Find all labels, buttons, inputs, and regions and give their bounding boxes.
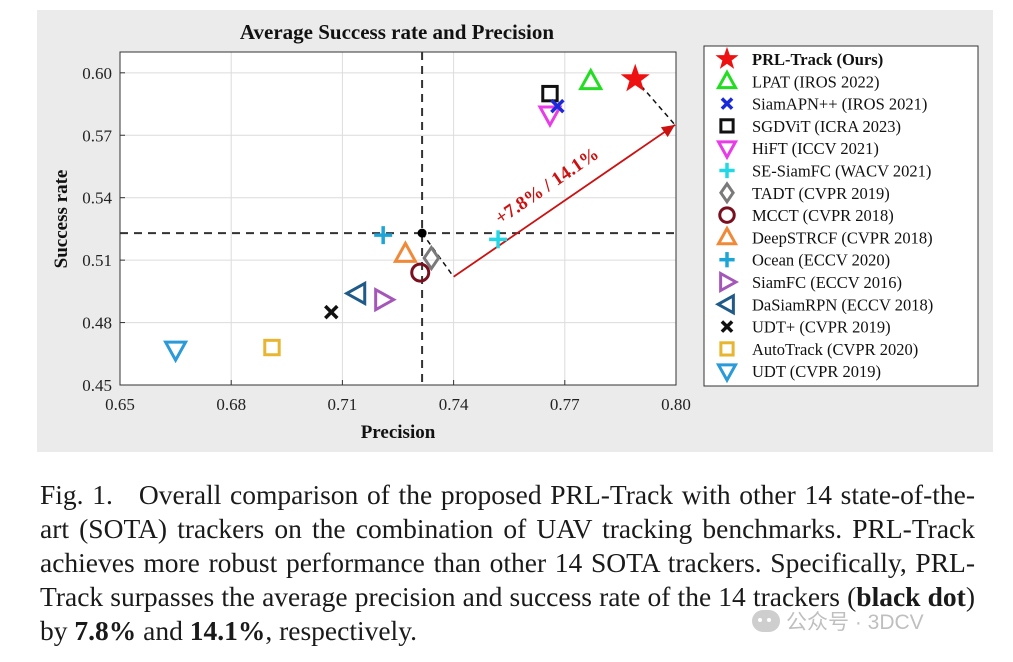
wechat-icon: [752, 610, 780, 632]
marker-dasiamrpn: [343, 280, 367, 306]
legend-entry: LPAT (IROS 2022): [752, 72, 879, 91]
caption-text-4: , respectively.: [265, 615, 418, 646]
legend-marker: [714, 293, 735, 316]
x-tick-label: 0.68: [216, 395, 246, 414]
legend-entry: UDT+ (CVPR 2019): [752, 318, 891, 337]
legend-entry: SGDViT (ICRA 2023): [752, 117, 901, 136]
marker-lpat: [578, 67, 604, 91]
legend-marker: [715, 363, 739, 384]
y-tick-label: 0.51: [82, 251, 112, 270]
legend-marker: [719, 118, 735, 134]
marker-udt: [163, 340, 189, 364]
x-tick-label: 0.74: [439, 395, 469, 414]
legend-marker: [719, 252, 735, 268]
scatter-chart: +7.8% / 14.1% 0.65 0.68 0.71 0.74 0.77 0.800.…: [51, 20, 979, 443]
x-tick-label: 0.80: [661, 395, 691, 414]
legend-entry: UDT (CVPR 2019): [752, 362, 881, 381]
average-black-dot: [417, 228, 427, 238]
improvement-arrow: [453, 124, 676, 278]
legend-marker: [718, 206, 736, 224]
marker-deepstrcf: [392, 240, 418, 263]
marker-prl-track: [620, 63, 650, 92]
marker-siamfc: [374, 287, 397, 313]
figure-panel: +7.8% / 14.1% 0.65 0.68 0.71 0.74 0.77 0.80 0.…: [37, 10, 993, 452]
x-tick-label: 0.77: [550, 395, 580, 414]
legend-marker: [719, 181, 735, 205]
marker-tadt: [422, 244, 441, 272]
marker-autotrack: [263, 338, 281, 357]
marker-sgdvit: [541, 84, 559, 103]
figure-caption: Fig. 1. Overall comparison of the propos…: [40, 478, 975, 648]
legend-entry: SiamFC (ECCV 2016): [752, 273, 902, 292]
y-tick-label: 0.54: [82, 189, 112, 208]
caption-bold-success-gain: 14.1%: [189, 615, 266, 646]
legend: PRL-Track (Ours) LPAT (IROS 2022) SiamAPN+…: [703, 45, 979, 387]
x-axis-label: Precision: [361, 422, 436, 443]
caption-text-2: ) by: [40, 581, 976, 646]
marker-udt-: [324, 304, 339, 320]
caption-bold-black-dot: black dot: [856, 581, 966, 612]
chart-title: Average Success rate and Precision: [240, 20, 554, 44]
caption-bold-precision-gain: 7.8%: [74, 615, 137, 646]
legend-entry: SE-SiamFC (WACV 2021): [752, 162, 931, 181]
reference-lines: [120, 52, 676, 385]
legend-marker: [719, 341, 735, 357]
watermark-text: 公众号 · 3DCV: [786, 611, 924, 634]
legend-marker: [719, 162, 735, 179]
legend-marker: [715, 225, 739, 246]
marker-siamapn-: [550, 98, 565, 114]
marker-ocean: [374, 226, 393, 245]
y-tick-label: 0.60: [82, 64, 112, 83]
legend-entry: DeepSTRCF (CVPR 2018): [752, 228, 933, 247]
caption-text-1: Overall comparison of the proposed PRL-T…: [40, 479, 976, 612]
plot-frame: [119, 51, 677, 386]
x-tick-label: 0.65: [105, 395, 135, 414]
legend-entry: PRL-Track (Ours): [752, 50, 883, 69]
y-tick-label: 0.45: [82, 376, 112, 395]
marker-hift: [537, 105, 563, 129]
caption-text-3: and: [136, 615, 190, 646]
legend-entry: SiamAPN++ (IROS 2021): [752, 95, 927, 114]
legend-box: [703, 45, 979, 387]
marker-se-siamfc: [489, 230, 508, 249]
y-tick-label: 0.57: [82, 126, 112, 145]
legend-marker: [720, 320, 734, 333]
data-markers: [163, 63, 650, 364]
legend-marker: [720, 97, 734, 110]
legend-entry: MCCT (CVPR 2018): [752, 206, 894, 225]
legend-entry: HiFT (ICCV 2021): [752, 139, 879, 158]
legend-marker: [715, 140, 739, 161]
legend-entry: DaSiamRPN (ECCV 2018): [752, 295, 933, 314]
legend-entry: AutoTrack (CVPR 2020): [752, 340, 918, 359]
y-axis-label: Success rate: [51, 170, 72, 269]
legend-entry: Ocean (ECCV 2020): [752, 251, 890, 270]
legend-entry: TADT (CVPR 2019): [752, 184, 890, 203]
caption-fig-label: Fig. 1.: [40, 479, 113, 510]
legend-marker: [715, 69, 739, 90]
x-tick-label: 0.71: [328, 395, 358, 414]
legend-marker: [719, 270, 740, 294]
improvement-arrowhead: [660, 124, 675, 138]
marker-mcct: [410, 262, 431, 283]
plot-area: [120, 52, 676, 385]
y-tick-label: 0.48: [82, 314, 112, 333]
axis-ticks: 0.65 0.68 0.71 0.74 0.77 0.80 0.45 0.48 0.51 0.54…: [82, 64, 691, 414]
legend-marker: [715, 46, 739, 69]
watermark: 公众号 · 3DCV: [752, 606, 924, 636]
